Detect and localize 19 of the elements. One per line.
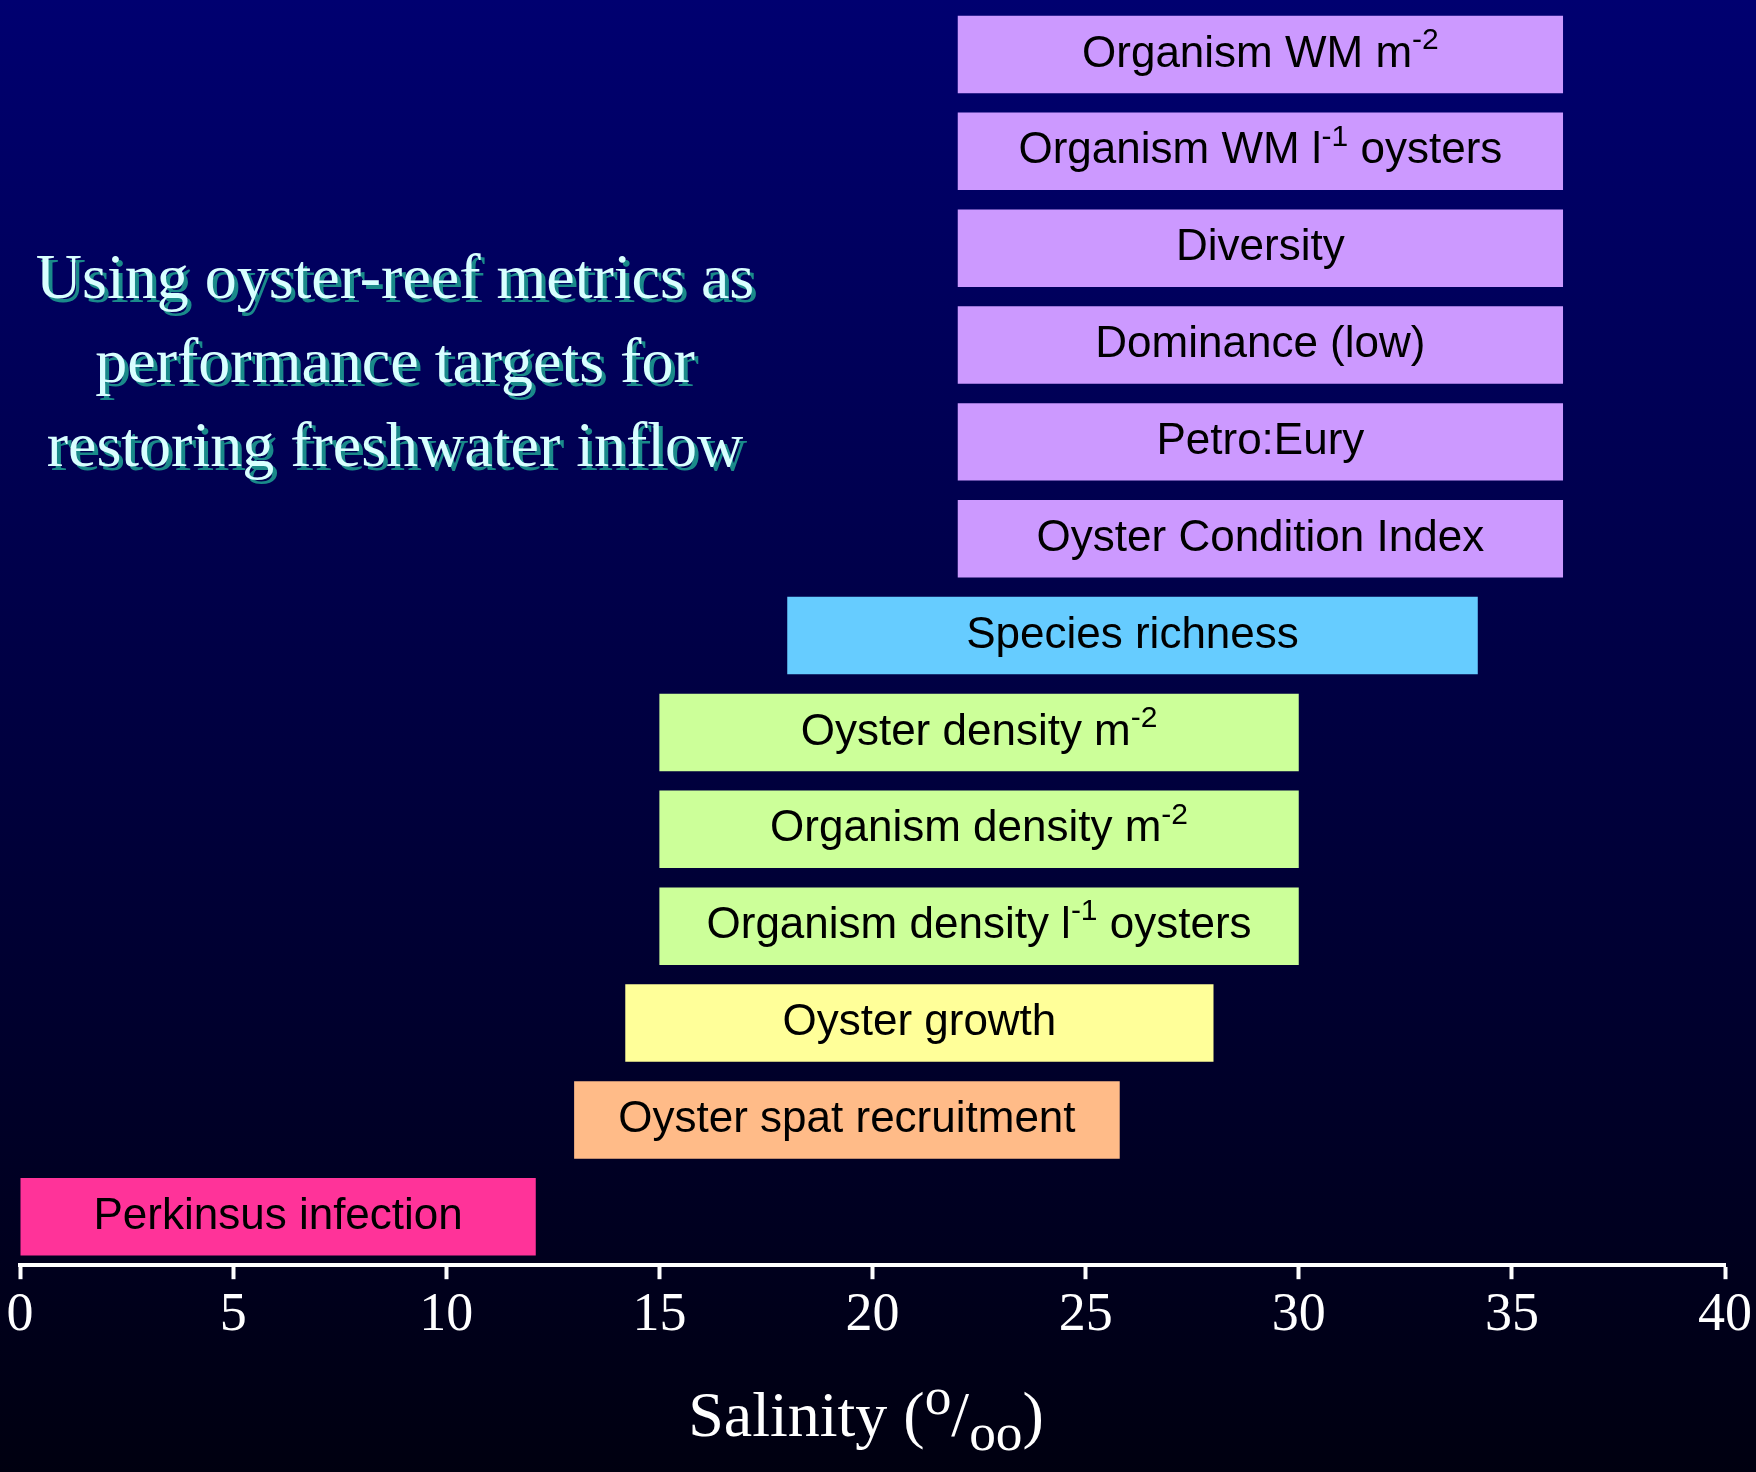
y-tick-label: Dominance (low) <box>1095 317 1426 367</box>
x-tick-label: 25 <box>1058 1281 1113 1342</box>
y-tick-label: Diversity <box>1176 220 1345 270</box>
x-axis-title: Salinity ($^{o}$/$_{oo}$) <box>688 1366 1044 1463</box>
y-tick-label: Perkinsus infection <box>93 1188 463 1238</box>
x-tick-label: 15 <box>632 1281 687 1342</box>
x-tick-label: 0 <box>6 1281 34 1342</box>
y-tick-label: Oyster spat recruitment <box>618 1092 1076 1142</box>
y-tick-label: Petro:Eury <box>1156 414 1365 464</box>
x-tick-label: 30 <box>1271 1281 1326 1342</box>
x-tick-label: 35 <box>1484 1281 1539 1342</box>
y-tick-label: Species richness <box>966 607 1299 657</box>
y-tick-label: Oyster growth <box>782 995 1057 1045</box>
text: Using oyster-reef metrics as performance targets for restoring freshwater inflow <box>34 240 756 482</box>
x-tick-label: 5 <box>219 1281 247 1342</box>
x-tick-label: 10 <box>419 1281 474 1342</box>
x-tick-label: 20 <box>845 1281 900 1342</box>
x-tick-label: 40 <box>1698 1281 1752 1342</box>
y-tick-label: Oyster Condition Index <box>1036 510 1485 560</box>
